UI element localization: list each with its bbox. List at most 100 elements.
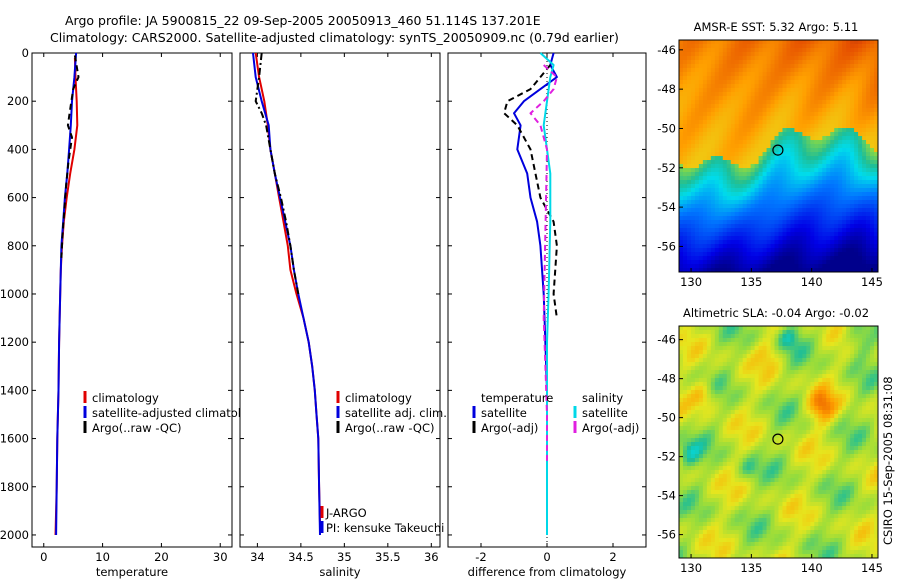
map-cell	[683, 260, 687, 264]
map-cell	[782, 188, 786, 192]
map-cell	[687, 430, 691, 434]
map-cell	[703, 148, 707, 152]
map-cell	[850, 370, 854, 374]
map-cell	[775, 410, 779, 414]
map-cell	[679, 180, 683, 184]
map-cell	[719, 220, 723, 224]
map-cell	[834, 422, 838, 426]
map-cell	[854, 200, 858, 204]
map-cell	[703, 168, 707, 172]
map-cell	[858, 394, 862, 398]
map-cell	[683, 84, 687, 88]
map-cell	[858, 474, 862, 478]
map-cell	[679, 72, 683, 76]
map-cell	[802, 438, 806, 442]
map-cell	[695, 220, 699, 224]
map-cell	[846, 386, 850, 390]
map-cell	[818, 104, 822, 108]
map-cell	[814, 378, 818, 382]
map-cell	[679, 350, 683, 354]
map-cell	[767, 378, 771, 382]
map-cell	[846, 104, 850, 108]
map-cell	[699, 40, 703, 44]
map-cell	[798, 148, 802, 152]
map-cell	[759, 398, 763, 402]
map-cell	[866, 208, 870, 212]
map-cell	[767, 414, 771, 418]
map-cell	[810, 422, 814, 426]
map-cell	[790, 232, 794, 236]
map-cell	[771, 108, 775, 112]
map-cell	[679, 264, 683, 268]
map-cell	[814, 88, 818, 92]
map-cell	[715, 220, 719, 224]
map-cell	[771, 450, 775, 454]
map-cell	[775, 426, 779, 430]
map-cell	[731, 370, 735, 374]
map-cell	[775, 446, 779, 450]
map-cell	[834, 394, 838, 398]
map-cell	[786, 438, 790, 442]
map-cell	[842, 390, 846, 394]
map-cell	[691, 406, 695, 410]
map-cell	[735, 124, 739, 128]
map-cell	[834, 112, 838, 116]
map-cell	[679, 148, 683, 152]
map-cell	[802, 140, 806, 144]
map-cell	[794, 434, 798, 438]
map-cell	[858, 414, 862, 418]
map-cell	[806, 438, 810, 442]
map-cell	[810, 172, 814, 176]
map-cell	[802, 224, 806, 228]
map-cell	[842, 52, 846, 56]
map-cell	[866, 104, 870, 108]
map-cell	[763, 180, 767, 184]
map-cell	[850, 264, 854, 268]
map-cell	[743, 236, 747, 240]
map-cell	[735, 374, 739, 378]
map-cell	[711, 382, 715, 386]
map-cell	[767, 76, 771, 80]
map-cell	[695, 438, 699, 442]
map-cell	[870, 450, 874, 454]
map-cell	[810, 44, 814, 48]
map-cell	[850, 160, 854, 164]
map-cell	[802, 52, 806, 56]
map-cell	[763, 366, 767, 370]
map-cell	[850, 88, 854, 92]
map-cell	[695, 100, 699, 104]
map-cell	[838, 346, 842, 350]
map-cell	[715, 104, 719, 108]
map-cell	[679, 236, 683, 240]
map-cell	[751, 442, 755, 446]
map-cell	[771, 256, 775, 260]
map-cell	[858, 470, 862, 474]
map-cell	[711, 76, 715, 80]
map-cell	[814, 40, 818, 44]
map-cell	[683, 232, 687, 236]
map-cell	[687, 180, 691, 184]
map-cell	[870, 180, 874, 184]
map-cell	[727, 56, 731, 60]
map-cell	[870, 406, 874, 410]
map-cell	[755, 358, 759, 362]
map-cell	[771, 264, 775, 268]
map-cell	[866, 442, 870, 446]
map-cell	[846, 52, 850, 56]
map-cell	[854, 236, 858, 240]
map-cell	[683, 454, 687, 458]
map-cell	[846, 330, 850, 334]
map-cell	[771, 236, 775, 240]
map-cell	[719, 52, 723, 56]
map-cell	[767, 116, 771, 120]
map-cell	[739, 382, 743, 386]
map-cell	[735, 144, 739, 148]
map-cell	[834, 196, 838, 200]
map-cell	[699, 192, 703, 196]
map-cell	[687, 248, 691, 252]
map-cell	[810, 76, 814, 80]
map-cell	[731, 120, 735, 124]
map-cell	[775, 204, 779, 208]
map-cell	[763, 44, 767, 48]
map-cell	[735, 346, 739, 350]
